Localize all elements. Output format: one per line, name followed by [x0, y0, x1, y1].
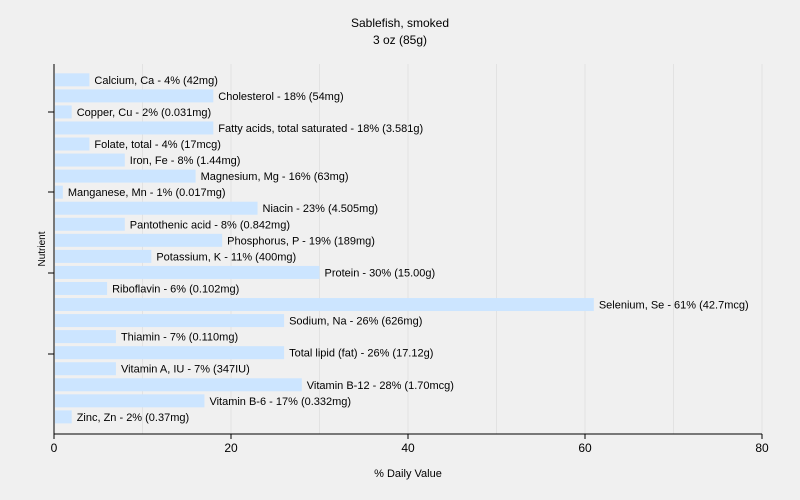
bar [55, 410, 72, 424]
bar-label: Selenium, Se - 61% (42.7mcg) [599, 300, 749, 312]
bar-label: Thiamin - 7% (0.110mg) [121, 332, 238, 344]
x-tick-labels: 0 20 40 60 80 [51, 434, 769, 455]
bar-label: Vitamin B-12 - 28% (1.70mcg) [307, 380, 454, 392]
bar-label: Potassium, K - 11% (400mg) [156, 251, 296, 263]
bar-label: Sodium, Na - 26% (626mg) [289, 316, 422, 328]
bar [55, 201, 258, 215]
y-axis-label: Nutrient [37, 231, 48, 266]
bar [55, 378, 302, 392]
chart-subtitle: 3 oz (85g) [373, 33, 427, 47]
bar-label: Niacin - 23% (4.505mg) [263, 203, 379, 215]
bar [55, 121, 214, 135]
bar [55, 185, 63, 199]
x-tick-label: 80 [755, 441, 769, 455]
bar-label: Magnesium, Mg - 16% (63mg) [201, 171, 349, 183]
bar [55, 169, 196, 183]
bar [55, 298, 594, 312]
bar-label: Protein - 30% (15.00g) [325, 267, 436, 279]
bar-label: Copper, Cu - 2% (0.031mg) [77, 107, 212, 119]
bar [55, 89, 214, 103]
bar [55, 281, 108, 295]
bar [55, 249, 152, 263]
x-tick-label: 20 [224, 441, 238, 455]
bar [55, 233, 223, 247]
bar [55, 330, 116, 344]
x-tick-label: 0 [51, 441, 58, 455]
bar [55, 394, 205, 408]
bar [55, 137, 90, 151]
bar [55, 217, 125, 231]
bar-label: Fatty acids, total saturated - 18% (3.58… [218, 123, 423, 135]
chart-title: Sablefish, smoked [351, 16, 449, 30]
bar-label: Manganese, Mn - 1% (0.017mg) [68, 187, 226, 199]
bar-label: Zinc, Zn - 2% (0.37mg) [77, 412, 189, 424]
bar [55, 314, 285, 328]
x-tick-label: 60 [578, 441, 592, 455]
bar-label: Vitamin A, IU - 7% (347IU) [121, 364, 250, 376]
bar [55, 265, 320, 279]
bar-label: Pantothenic acid - 8% (0.842mg) [130, 219, 290, 231]
bar-label: Cholesterol - 18% (54mg) [218, 91, 343, 103]
bar [55, 73, 90, 87]
bar [55, 346, 285, 360]
x-tick-label: 40 [401, 441, 415, 455]
bar-label: Folate, total - 4% (17mcg) [94, 139, 221, 151]
bar [55, 105, 72, 119]
bar-label: Vitamin B-6 - 17% (0.332mg) [209, 396, 351, 408]
bar [55, 362, 116, 376]
bar-label: Riboflavin - 6% (0.102mg) [112, 283, 239, 295]
x-axis-label: % Daily Value [374, 468, 442, 480]
bar-label: Iron, Fe - 8% (1.44mg) [130, 155, 241, 167]
bar [55, 153, 125, 167]
bar-label: Phosphorus, P - 19% (189mg) [227, 235, 375, 247]
bar-label: Total lipid (fat) - 26% (17.12g) [289, 348, 433, 360]
bar-series: Calcium, Ca - 4% (42mg)Cholesterol - 18%… [55, 73, 749, 424]
bar-label: Calcium, Ca - 4% (42mg) [94, 75, 217, 87]
